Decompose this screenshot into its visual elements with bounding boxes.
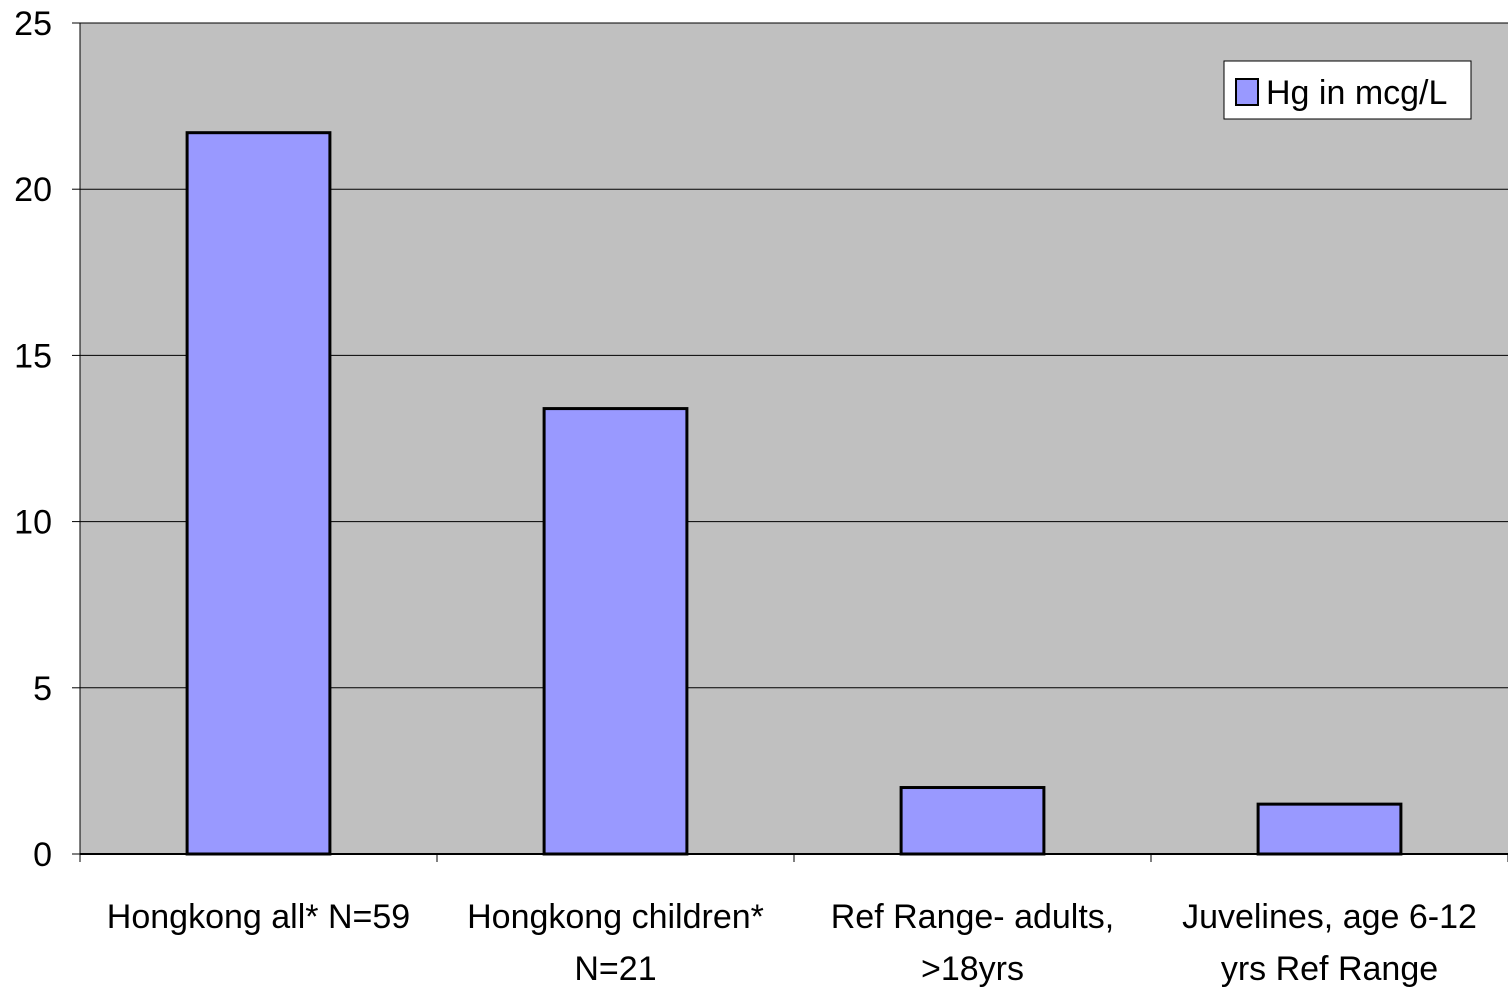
x-tick-label: Juvelines, age 6-12 yrs Ref Range bbox=[1182, 898, 1477, 988]
x-axis: Hongkong all* N=59 Hongkong children* N=21… bbox=[79, 853, 1508, 988]
x-tick-label-line: Ref Range- adults, bbox=[831, 898, 1115, 936]
x-tick-label-line: Juvelines, age 6-12 bbox=[1182, 898, 1477, 936]
y-tick-label: 20 bbox=[14, 171, 52, 209]
bar bbox=[1256, 802, 1403, 856]
y-axis: 0 5 10 15 20 25 bbox=[14, 5, 81, 874]
legend-label: Hg in mcg/L bbox=[1266, 74, 1447, 112]
legend-swatch bbox=[1235, 78, 1259, 106]
y-tick-label: 15 bbox=[14, 337, 52, 375]
y-tick-label: 10 bbox=[14, 504, 52, 542]
x-tick-label-line: N=21 bbox=[574, 950, 656, 988]
legend-box bbox=[1223, 60, 1472, 120]
y-tick-label: 0 bbox=[33, 836, 52, 874]
y-tick-label: 25 bbox=[14, 5, 52, 43]
x-tick-label: Hongkong all* N=59 bbox=[107, 898, 410, 936]
x-tick-label: Ref Range- adults, >18yrs bbox=[831, 898, 1115, 988]
legend: Hg in mcg/L bbox=[1223, 60, 1472, 120]
bar bbox=[185, 131, 332, 856]
y-tick-label: 5 bbox=[33, 670, 52, 708]
x-tick-label-line: Hongkong all* N=59 bbox=[107, 898, 410, 936]
x-tick-label: Hongkong children* N=21 bbox=[467, 898, 764, 988]
x-tick-label-line: yrs Ref Range bbox=[1221, 950, 1438, 988]
bars bbox=[185, 131, 1403, 856]
bar bbox=[899, 786, 1046, 856]
x-tick-label-line: Hongkong children* bbox=[467, 898, 764, 936]
x-tick-label-line: >18yrs bbox=[921, 950, 1024, 988]
bar bbox=[542, 407, 689, 856]
